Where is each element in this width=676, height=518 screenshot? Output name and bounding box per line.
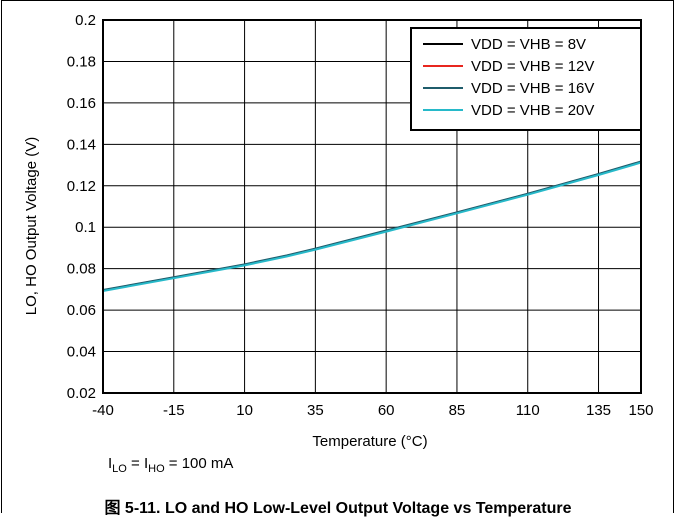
y-tick-label: 0.12 (67, 178, 96, 195)
x-tick-label: 10 (236, 402, 253, 419)
x-axis-label: Temperature (°C) (312, 433, 427, 450)
note-eq1: = I (126, 455, 149, 472)
series-line-4 (102, 161, 642, 292)
y-tick-label: 0.2 (75, 12, 96, 29)
y-tick-labels: 0.02 0.04 0.06 0.08 0.1 0.12 0.14 0.16 0.18 0.2 (67, 12, 96, 402)
series-line-2 (102, 160, 642, 292)
series-line-3 (102, 160, 642, 291)
y-tick-label: 0.02 (67, 385, 96, 402)
series-lines (102, 160, 642, 292)
x-tick-label: 85 (449, 402, 466, 419)
note-i: I (108, 455, 113, 472)
y-tick-label: 0.18 (67, 53, 96, 70)
figure-caption: 图 5-11. LO and HO Low-Level Output Volta… (104, 500, 572, 517)
x-tick-label: 60 (378, 402, 395, 419)
x-tick-label: 135 (586, 402, 611, 419)
test-condition-note: ILO = IHO = 100 mA (108, 455, 233, 475)
x-tick-label: 35 (307, 402, 324, 419)
plot-border (102, 19, 642, 394)
y-tick-label: 0.06 (67, 302, 96, 319)
y-tick-label: 0.08 (67, 261, 96, 278)
legend-label-1: VDD = VHB = 8V (471, 36, 586, 53)
x-tick-label: 110 (516, 402, 540, 419)
legend-box (410, 27, 642, 131)
legend-label-2: VDD = VHB = 12V (471, 58, 594, 75)
x-tick-label: -40 (92, 402, 114, 419)
x-tick-label: -15 (163, 402, 185, 419)
y-tick-label: 0.14 (67, 136, 96, 153)
y-axis-label: LO, HO Output Voltage (V) (23, 137, 40, 315)
legend: VDD = VHB = 8V VDD = VHB = 12V VDD = VHB =… (410, 27, 642, 131)
note-ho-sub: HO (148, 463, 165, 475)
x-tick-label: 150 (628, 402, 653, 419)
legend-label-4: VDD = VHB = 20V (471, 102, 594, 119)
y-tick-label: 0.04 (67, 344, 96, 361)
y-tick-label: 0.16 (67, 95, 96, 112)
y-tick-label: 0.1 (75, 219, 96, 236)
legend-label-3: VDD = VHB = 16V (471, 80, 594, 97)
line-chart: -40 -15 10 35 60 85 110 135 150 0.02 0.04 0.06 0.08… (23, 12, 654, 450)
note-lo-sub: LO (112, 463, 127, 475)
x-tick-labels: -40 -15 10 35 60 85 110 135 150 (92, 402, 653, 419)
series-line-1 (102, 160, 642, 292)
note-eq2: = 100 mA (164, 455, 234, 472)
